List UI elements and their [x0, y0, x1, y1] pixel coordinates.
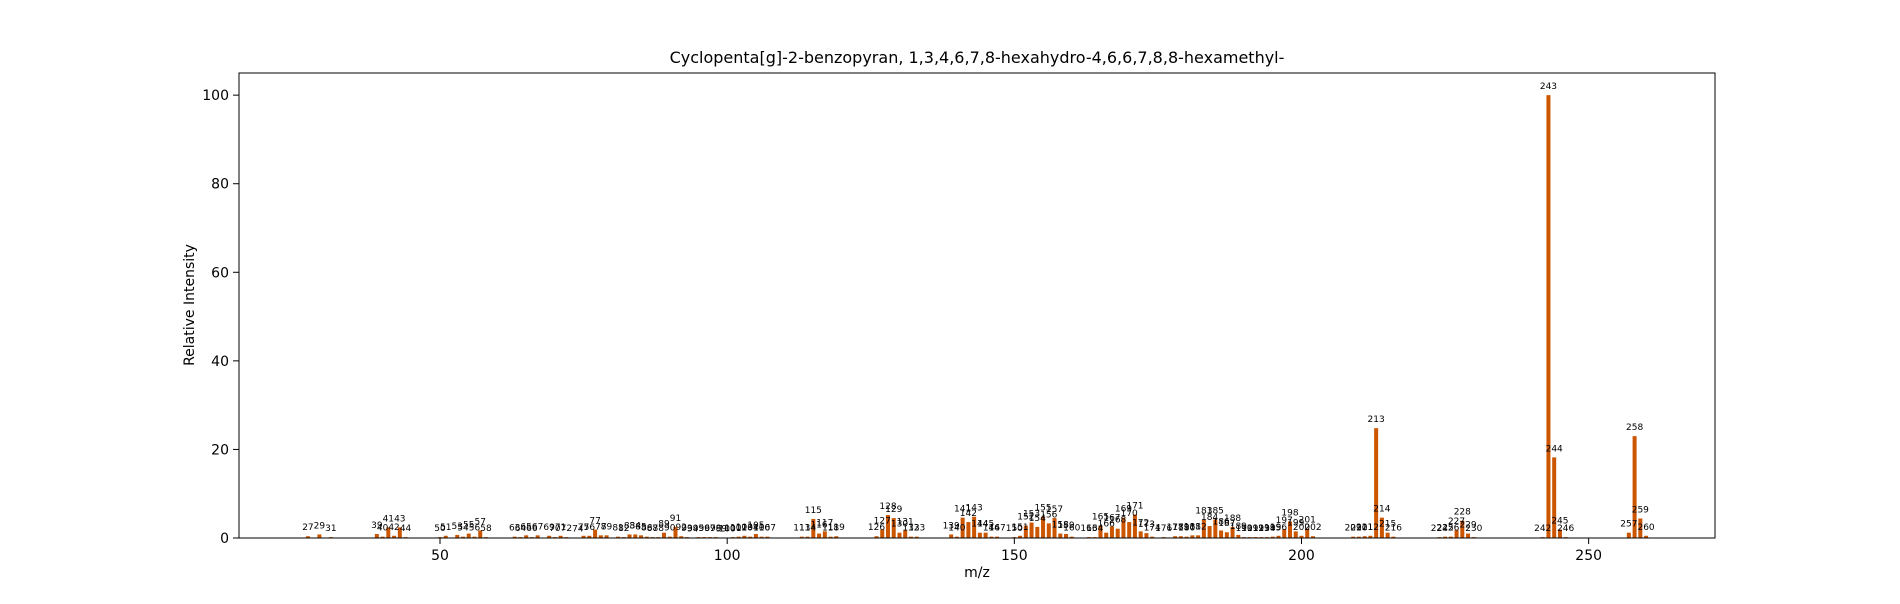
peak-label-mz-182: 182	[1190, 522, 1207, 532]
peak-label-mz-31: 31	[325, 524, 336, 534]
peak-bar-mz-159	[1064, 534, 1068, 538]
x-tick-label-150: 150	[1001, 548, 1028, 564]
peak-bar-mz-130	[897, 533, 901, 538]
peak-bar-mz-39	[375, 534, 379, 538]
peak-label-mz-246: 246	[1557, 524, 1574, 534]
peak-label-mz-185: 185	[1207, 506, 1224, 516]
y-tick-label-100: 100	[202, 88, 229, 104]
peak-label-mz-157: 157	[1046, 505, 1063, 515]
peak-bar-mz-229	[1466, 534, 1470, 538]
axis-ticks-layer: 50 100 150 200 250 0 20 40 60 80 100	[202, 88, 1602, 564]
peak-label-mz-140: 140	[948, 524, 965, 534]
peak-label-mz-147: 147	[989, 524, 1006, 534]
peak-bar-mz-154	[1035, 527, 1039, 538]
peak-label-mz-151: 151	[1011, 523, 1028, 533]
chart-title: Cyclopenta[g]-2-benzopyran, 1,3,4,6,7,8-…	[670, 48, 1285, 67]
peak-bar-mz-144	[978, 533, 982, 538]
x-axis-label: m/z	[964, 565, 990, 581]
y-axis-label: Relative Intensity	[182, 244, 198, 366]
y-tick-label-0: 0	[220, 531, 229, 547]
peak-label-mz-243: 243	[1540, 82, 1557, 92]
peak-label-mz-27: 27	[302, 523, 313, 533]
peak-label-mz-43: 43	[394, 514, 405, 524]
peak-label-mz-67: 67	[532, 522, 543, 532]
peak-bar-mz-158	[1058, 534, 1062, 538]
peak-bar-mz-173	[1144, 533, 1148, 538]
peak-bar-mz-243	[1546, 95, 1550, 538]
peak-label-mz-216: 216	[1385, 524, 1402, 534]
peak-label-mz-171: 171	[1126, 502, 1143, 512]
peak-bar-mz-156	[1047, 523, 1051, 538]
peak-bar-mz-153	[1030, 523, 1034, 539]
plot-area-frame	[239, 73, 1715, 538]
peak-bar-mz-105	[754, 534, 758, 538]
peak-label-mz-143: 143	[966, 504, 983, 514]
y-tick-label-80: 80	[211, 177, 229, 193]
peak-label-mz-133: 133	[908, 524, 925, 534]
peak-label-mz-228: 228	[1454, 508, 1471, 518]
peak-bar-mz-55	[467, 534, 471, 538]
peak-label-mz-127: 127	[874, 517, 891, 527]
peak-bar-mz-172	[1139, 531, 1143, 538]
peak-bar-mz-83	[628, 534, 632, 538]
peak-bar-mz-187	[1225, 532, 1229, 538]
peak-label-mz-230: 230	[1465, 524, 1482, 534]
y-tick-label-40: 40	[211, 354, 229, 370]
peak-bar-mz-142	[966, 522, 970, 538]
peak-bar-mz-139	[949, 534, 953, 538]
peak-bar-mz-116	[817, 534, 821, 538]
peak-label-mz-213: 213	[1368, 415, 1385, 425]
x-tick-label-200: 200	[1288, 548, 1315, 564]
peak-bar-mz-166	[1104, 533, 1108, 538]
peak-bar-mz-184	[1208, 526, 1212, 538]
peak-label-mz-40: 40	[377, 524, 389, 534]
x-tick-label-50: 50	[431, 548, 449, 564]
peak-label-mz-244: 244	[1546, 444, 1563, 454]
peak-bar-mz-213	[1374, 428, 1378, 538]
peak-bar-mz-170	[1127, 522, 1131, 538]
y-tick-label-60: 60	[211, 265, 229, 281]
peak-bar-mz-29	[317, 534, 321, 538]
peak-label-mz-29: 29	[314, 521, 326, 531]
peak-label-mz-258: 258	[1626, 423, 1643, 433]
peak-label-mz-79: 79	[601, 522, 613, 532]
peak-label-mz-198: 198	[1281, 509, 1298, 519]
y-tick-label-20: 20	[211, 442, 229, 458]
x-tick-label-250: 250	[1575, 548, 1602, 564]
peak-label-mz-214: 214	[1373, 505, 1390, 515]
peak-bar-mz-186	[1219, 530, 1223, 538]
peak-label-mz-242: 242	[1534, 524, 1551, 534]
peak-label-mz-44: 44	[400, 524, 412, 534]
peak-bar-mz-257	[1627, 533, 1631, 538]
peak-label-mz-115: 115	[805, 506, 822, 516]
peak-label-mz-202: 202	[1304, 523, 1321, 533]
peak-label-mz-72: 72	[561, 524, 572, 534]
peak-label-mz-58: 58	[480, 524, 492, 534]
peak-bar-mz-84	[633, 534, 637, 538]
peak-label-mz-129: 129	[885, 505, 902, 515]
x-tick-label-100: 100	[714, 548, 741, 564]
bars-layer	[306, 95, 1648, 538]
peak-label-mz-160: 160	[1063, 524, 1080, 534]
peak-bar-mz-168	[1116, 529, 1120, 538]
peak-label-mz-259: 259	[1632, 506, 1649, 516]
peak-label-mz-212: 212	[1362, 523, 1379, 533]
peak-label-mz-107: 107	[759, 524, 776, 534]
peak-label-mz-90: 90	[664, 524, 676, 534]
peak-label-mz-257: 257	[1620, 520, 1637, 530]
peak-label-mz-51: 51	[440, 523, 451, 533]
peak-label-mz-119: 119	[828, 523, 845, 533]
peak-label-mz-260: 260	[1637, 523, 1654, 533]
